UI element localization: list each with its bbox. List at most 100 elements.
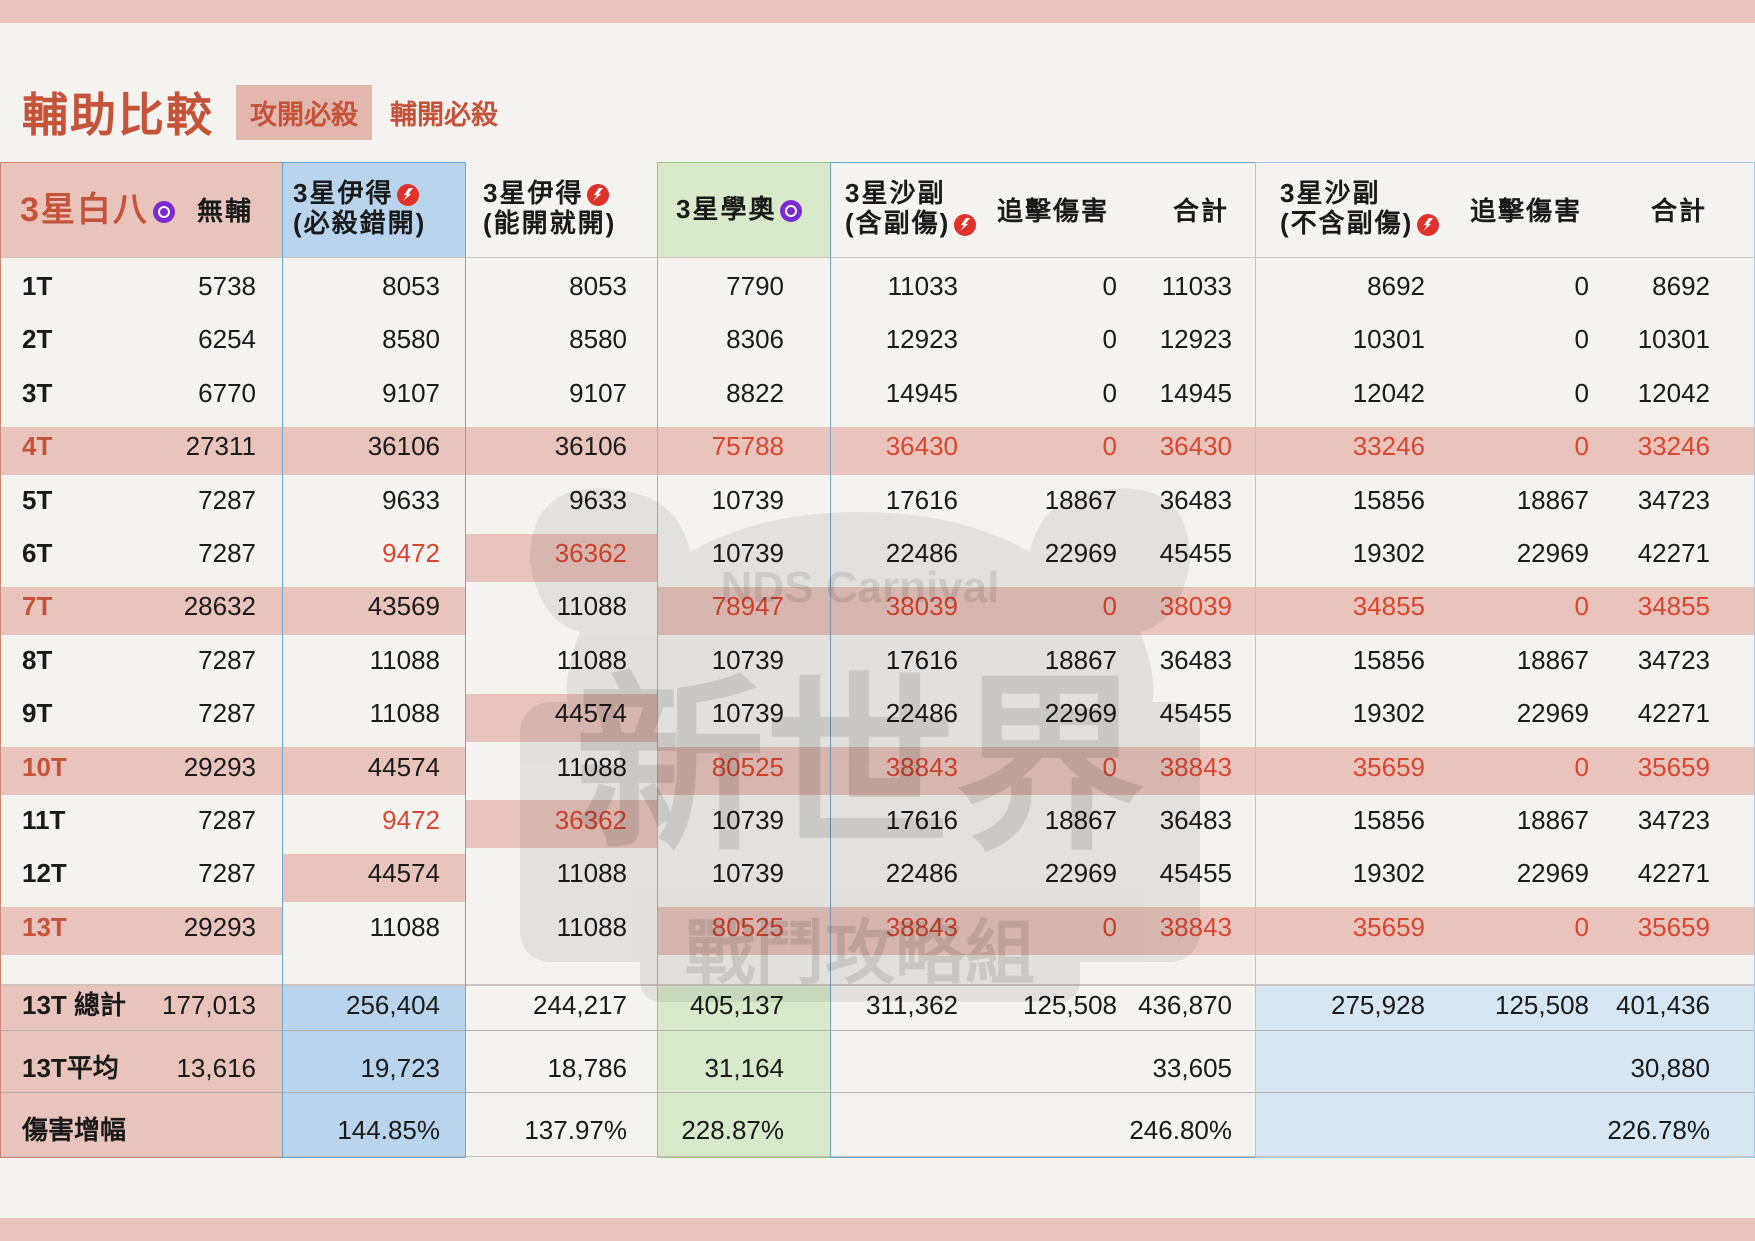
summary-cell-shafu-inc: 311,362 (865, 990, 958, 1020)
cell-yide-crit: 11088 (369, 911, 440, 942)
cell-wufu: 5738 (198, 271, 256, 301)
cell-total-exc: 10301 (1637, 324, 1710, 355)
cell-chase-exc: 0 (1574, 911, 1589, 942)
cell-yide-open: 8580 (569, 324, 627, 355)
shafu-inc-header: 3星沙副 (含副傷) (845, 178, 977, 238)
cell-yide-crit: 11088 (369, 698, 440, 729)
cell-chase-inc: 22969 (1044, 538, 1117, 568)
row-label: 12T (22, 858, 67, 889)
cell-xueao: 10739 (711, 698, 784, 729)
row-label: 9T (22, 698, 53, 729)
chase-inc-header: 追擊傷害 (997, 196, 1110, 226)
summary-cell-total-inc: 246.80% (1129, 1115, 1232, 1145)
cell-yide-crit: 9633 (382, 484, 440, 515)
summary-cell-yide-open: 244,217 (533, 990, 627, 1020)
cell-wufu: 6770 (198, 377, 256, 408)
summary-mid-line-2 (0, 1092, 1755, 1093)
header-bottom-line (0, 257, 1755, 258)
cell-yide-crit: 9472 (382, 805, 440, 835)
cell-total-inc: 38843 (1159, 911, 1232, 942)
cell-yide-open: 36362 (554, 805, 627, 835)
summary-cell-yide-crit: 256,404 (346, 990, 440, 1020)
cell-shafu-inc: 38039 (885, 591, 958, 622)
cell-wufu: 7287 (198, 805, 256, 835)
summary-cell-yide-open: 137.97% (524, 1115, 627, 1145)
cell-xueao: 80525 (711, 911, 784, 942)
summary-cell-total-inc: 436,870 (1138, 990, 1232, 1020)
summary-cell-xueao: 405,137 (690, 990, 784, 1020)
cell-yide-open: 36362 (554, 538, 627, 568)
summary-cell-yide-crit: 144.85% (337, 1115, 440, 1145)
cell-wufu: 29293 (183, 751, 256, 782)
cell-yide-crit: 44574 (367, 751, 440, 782)
cell-shafu-exc: 19302 (1352, 538, 1425, 568)
grid-bottom-line (0, 1156, 1755, 1157)
tab-support-crit[interactable]: 輔開必殺 (390, 99, 498, 130)
row-label: 5T (22, 484, 53, 515)
cell-xueao: 8822 (726, 377, 784, 408)
cell-shafu-exc: 35659 (1352, 751, 1425, 782)
chase-exc-header: 追擊傷害 (1470, 196, 1583, 226)
cell-xueao: 10739 (711, 644, 784, 675)
cell-total-exc: 12042 (1637, 377, 1710, 408)
cell-yide-open: 11088 (556, 591, 627, 622)
cell-yide-open: 11088 (556, 911, 627, 942)
cell-wufu: 7287 (198, 644, 256, 675)
purple-swirl-icon (152, 201, 175, 224)
cell-yide-open: 11088 (556, 751, 627, 782)
cell-wufu: 7287 (198, 698, 256, 729)
bai-header: 3星白八 (20, 190, 175, 230)
cell-chase-inc: 0 (1102, 751, 1117, 782)
red-lightning-icon (587, 184, 610, 207)
cell-total-exc: 34723 (1637, 805, 1710, 835)
cell-yide-crit: 36106 (367, 431, 440, 462)
cell-xueao: 80525 (711, 751, 784, 782)
yide-open-header: 3星伊得 (能開就開) (483, 178, 616, 238)
shafu-inc-header-line1: 3星沙副 (845, 178, 946, 208)
summary-cell-chase-exc: 125,508 (1495, 990, 1589, 1020)
cell-shafu-inc: 22486 (885, 698, 958, 729)
cell-shafu-inc: 36430 (885, 431, 958, 462)
cell-shafu-inc: 12923 (885, 324, 958, 355)
summary-cell-wufu: 13,616 (176, 1053, 256, 1083)
summary-cell-total-exc: 30,880 (1630, 1053, 1710, 1083)
cell-xueao: 78947 (711, 591, 784, 622)
tab-offense-crit[interactable]: 攻開必殺 (236, 84, 372, 140)
cell-total-inc: 14945 (1159, 377, 1232, 408)
cell-highlight-12t-yide-crit (283, 854, 465, 902)
cell-chase-exc: 22969 (1516, 858, 1589, 889)
summary-cell-yide-open: 18,786 (547, 1053, 627, 1083)
cell-yide-open: 9107 (569, 377, 627, 408)
bai-bottom-bg (0, 984, 282, 1157)
cell-shafu-inc: 17616 (885, 644, 958, 675)
shafu-exc-header: 3星沙副 (不含副傷) (1280, 178, 1440, 238)
cell-shafu-exc: 10301 (1352, 324, 1425, 355)
cell-shafu-exc: 12042 (1352, 377, 1425, 408)
cell-shafu-inc: 22486 (885, 538, 958, 568)
cell-chase-inc: 18867 (1044, 805, 1117, 835)
row-label: 7T (22, 591, 53, 622)
cell-total-exc: 34723 (1637, 484, 1710, 515)
cell-clear-4t-yide-open (466, 427, 657, 475)
cell-chase-inc: 0 (1102, 911, 1117, 942)
cell-total-exc: 35659 (1637, 911, 1710, 942)
cell-chase-exc: 0 (1574, 591, 1589, 622)
cell-total-exc: 33246 (1637, 431, 1710, 462)
cell-chase-inc: 0 (1102, 271, 1117, 301)
yide-open-header-line2: (能開就開) (483, 208, 617, 238)
cell-xueao: 10739 (711, 484, 784, 515)
cell-shafu-exc: 15856 (1352, 484, 1425, 515)
cell-chase-exc: 0 (1574, 377, 1589, 408)
xueao-summary-bg (658, 984, 830, 1157)
shafu-exc-summary-bg (1256, 984, 1755, 1157)
shafu-exc-header-line2: (不含副傷) (1280, 208, 1414, 238)
cell-shafu-exc: 15856 (1352, 644, 1425, 675)
cell-yide-open: 9633 (569, 484, 627, 515)
cell-xueao: 10739 (711, 805, 784, 835)
cell-total-exc: 42271 (1637, 858, 1710, 889)
cell-chase-inc: 18867 (1044, 644, 1117, 675)
shafu-inc-header-line2: (含副傷) (845, 208, 951, 238)
cell-shafu-exc: 35659 (1352, 911, 1425, 942)
cell-total-inc: 38039 (1159, 591, 1232, 622)
row-label: 11T (22, 805, 66, 835)
